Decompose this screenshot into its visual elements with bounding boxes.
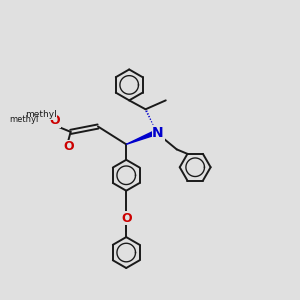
Text: O: O (50, 114, 61, 127)
Text: O: O (63, 140, 74, 153)
Polygon shape (126, 131, 155, 144)
Text: N: N (152, 126, 164, 140)
Text: O: O (121, 212, 131, 225)
Text: methyl: methyl (25, 110, 57, 119)
Text: methyl: methyl (10, 115, 39, 124)
